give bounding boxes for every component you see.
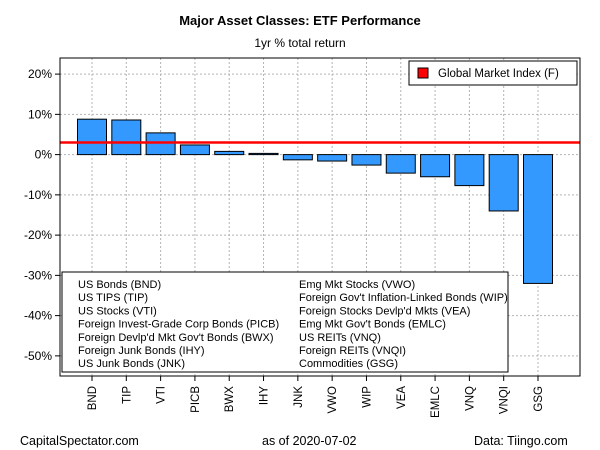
key-entry: Foreign Stocks Devlp'd Mkts (VEA) (299, 305, 470, 317)
x-tick-label: TIP (121, 386, 133, 404)
footer-date: as of 2020-07-02 (262, 434, 357, 448)
bar-bwx (214, 150, 245, 156)
bar-vwo (317, 154, 348, 162)
key-entry: Emg Mkt Gov't Bonds (EMLC) (299, 319, 446, 331)
y-tick-label: 10% (28, 107, 52, 121)
legend: Global Market Index (F) (408, 60, 578, 86)
key-entry: Foreign Invest-Grade Corp Bonds (PICB) (78, 319, 279, 331)
chart-subtitle: 1yr % total return (254, 36, 346, 50)
key-entry: Foreign Junk Bonds (IHY) (78, 345, 205, 357)
legend-swatch (417, 67, 429, 79)
x-tick-label: IHY (259, 386, 271, 406)
x-tick-label: WIP (361, 386, 373, 408)
y-tick-label: -40% (24, 309, 52, 323)
bar-ihy (248, 152, 279, 156)
footer-source: CapitalSpectator.com (20, 434, 139, 448)
bars (77, 118, 553, 284)
x-tick-label: EMLC (430, 386, 442, 418)
bar-wip (351, 154, 382, 166)
key-entry: US REITs (VNQ) (299, 332, 381, 344)
y-tick-label: 0% (35, 148, 53, 162)
x-axis: BND TIP VTI PICB BWX IHY JNK VWO WIP VEA EMLC VNQ VN… (87, 376, 545, 418)
x-tick-label: BND (87, 386, 99, 410)
legend-label: Global Market Index (F) (438, 68, 559, 80)
plot-frame (59, 57, 581, 377)
chart-title: Major Asset Classes: ETF Performance (179, 13, 421, 28)
bar-bnd (77, 118, 107, 156)
y-tick-label: -20% (24, 228, 52, 242)
y-tick-label: 20% (28, 67, 52, 81)
bar-tip (111, 119, 142, 156)
key-box: US Bonds (BND)US TIPS (TIP)US Stocks (VT… (61, 271, 509, 373)
bar-vnqi (488, 154, 519, 212)
x-tick-label: VNQI (499, 386, 511, 414)
x-tick-label: VWO (327, 386, 339, 414)
y-axis: 20% 10% 0% -10% -20% -30% -40% -50% (24, 67, 60, 363)
bar-emlc (420, 154, 451, 178)
footer-data-credit: Data: Tiingo.com (474, 434, 568, 448)
x-tick-label: JNK (293, 386, 305, 408)
key-entry: US Stocks (VTI) (78, 305, 157, 317)
y-tick-label: -50% (24, 349, 52, 363)
x-tick-label: VEA (396, 386, 408, 409)
x-tick-label: PICB (190, 386, 202, 413)
x-tick-label: BWX (224, 386, 236, 413)
key-entry: US Bonds (BND) (78, 279, 161, 291)
key-entry: US Junk Bonds (JNK) (78, 358, 185, 370)
key-box-frame (61, 271, 509, 373)
bar-jnk (282, 154, 313, 161)
x-tick-label: VNQ (464, 386, 476, 411)
key-entry: Foreign Devlp'd Mkt Gov't Bonds (BWX) (78, 332, 274, 344)
y-tick-label: -10% (24, 188, 52, 202)
key-entry: Emg Mkt Stocks (VWO) (299, 279, 415, 291)
y-tick-label: -30% (24, 268, 52, 282)
bar-picb (179, 144, 210, 156)
legend-frame (408, 60, 578, 86)
key-entry: Foreign Gov't Inflation-Linked Bonds (WI… (299, 292, 508, 304)
bar-gsg (523, 154, 553, 284)
x-tick-label: VTI (156, 386, 168, 404)
bar-vea (385, 154, 416, 174)
key-entry: Commodities (GSG) (299, 358, 398, 370)
x-tick-label: GSG (533, 386, 545, 412)
key-entry: US TIPS (TIP) (78, 292, 148, 304)
bar-vnq (454, 154, 485, 187)
key-entry: Foreign REITs (VNQI) (299, 345, 406, 357)
